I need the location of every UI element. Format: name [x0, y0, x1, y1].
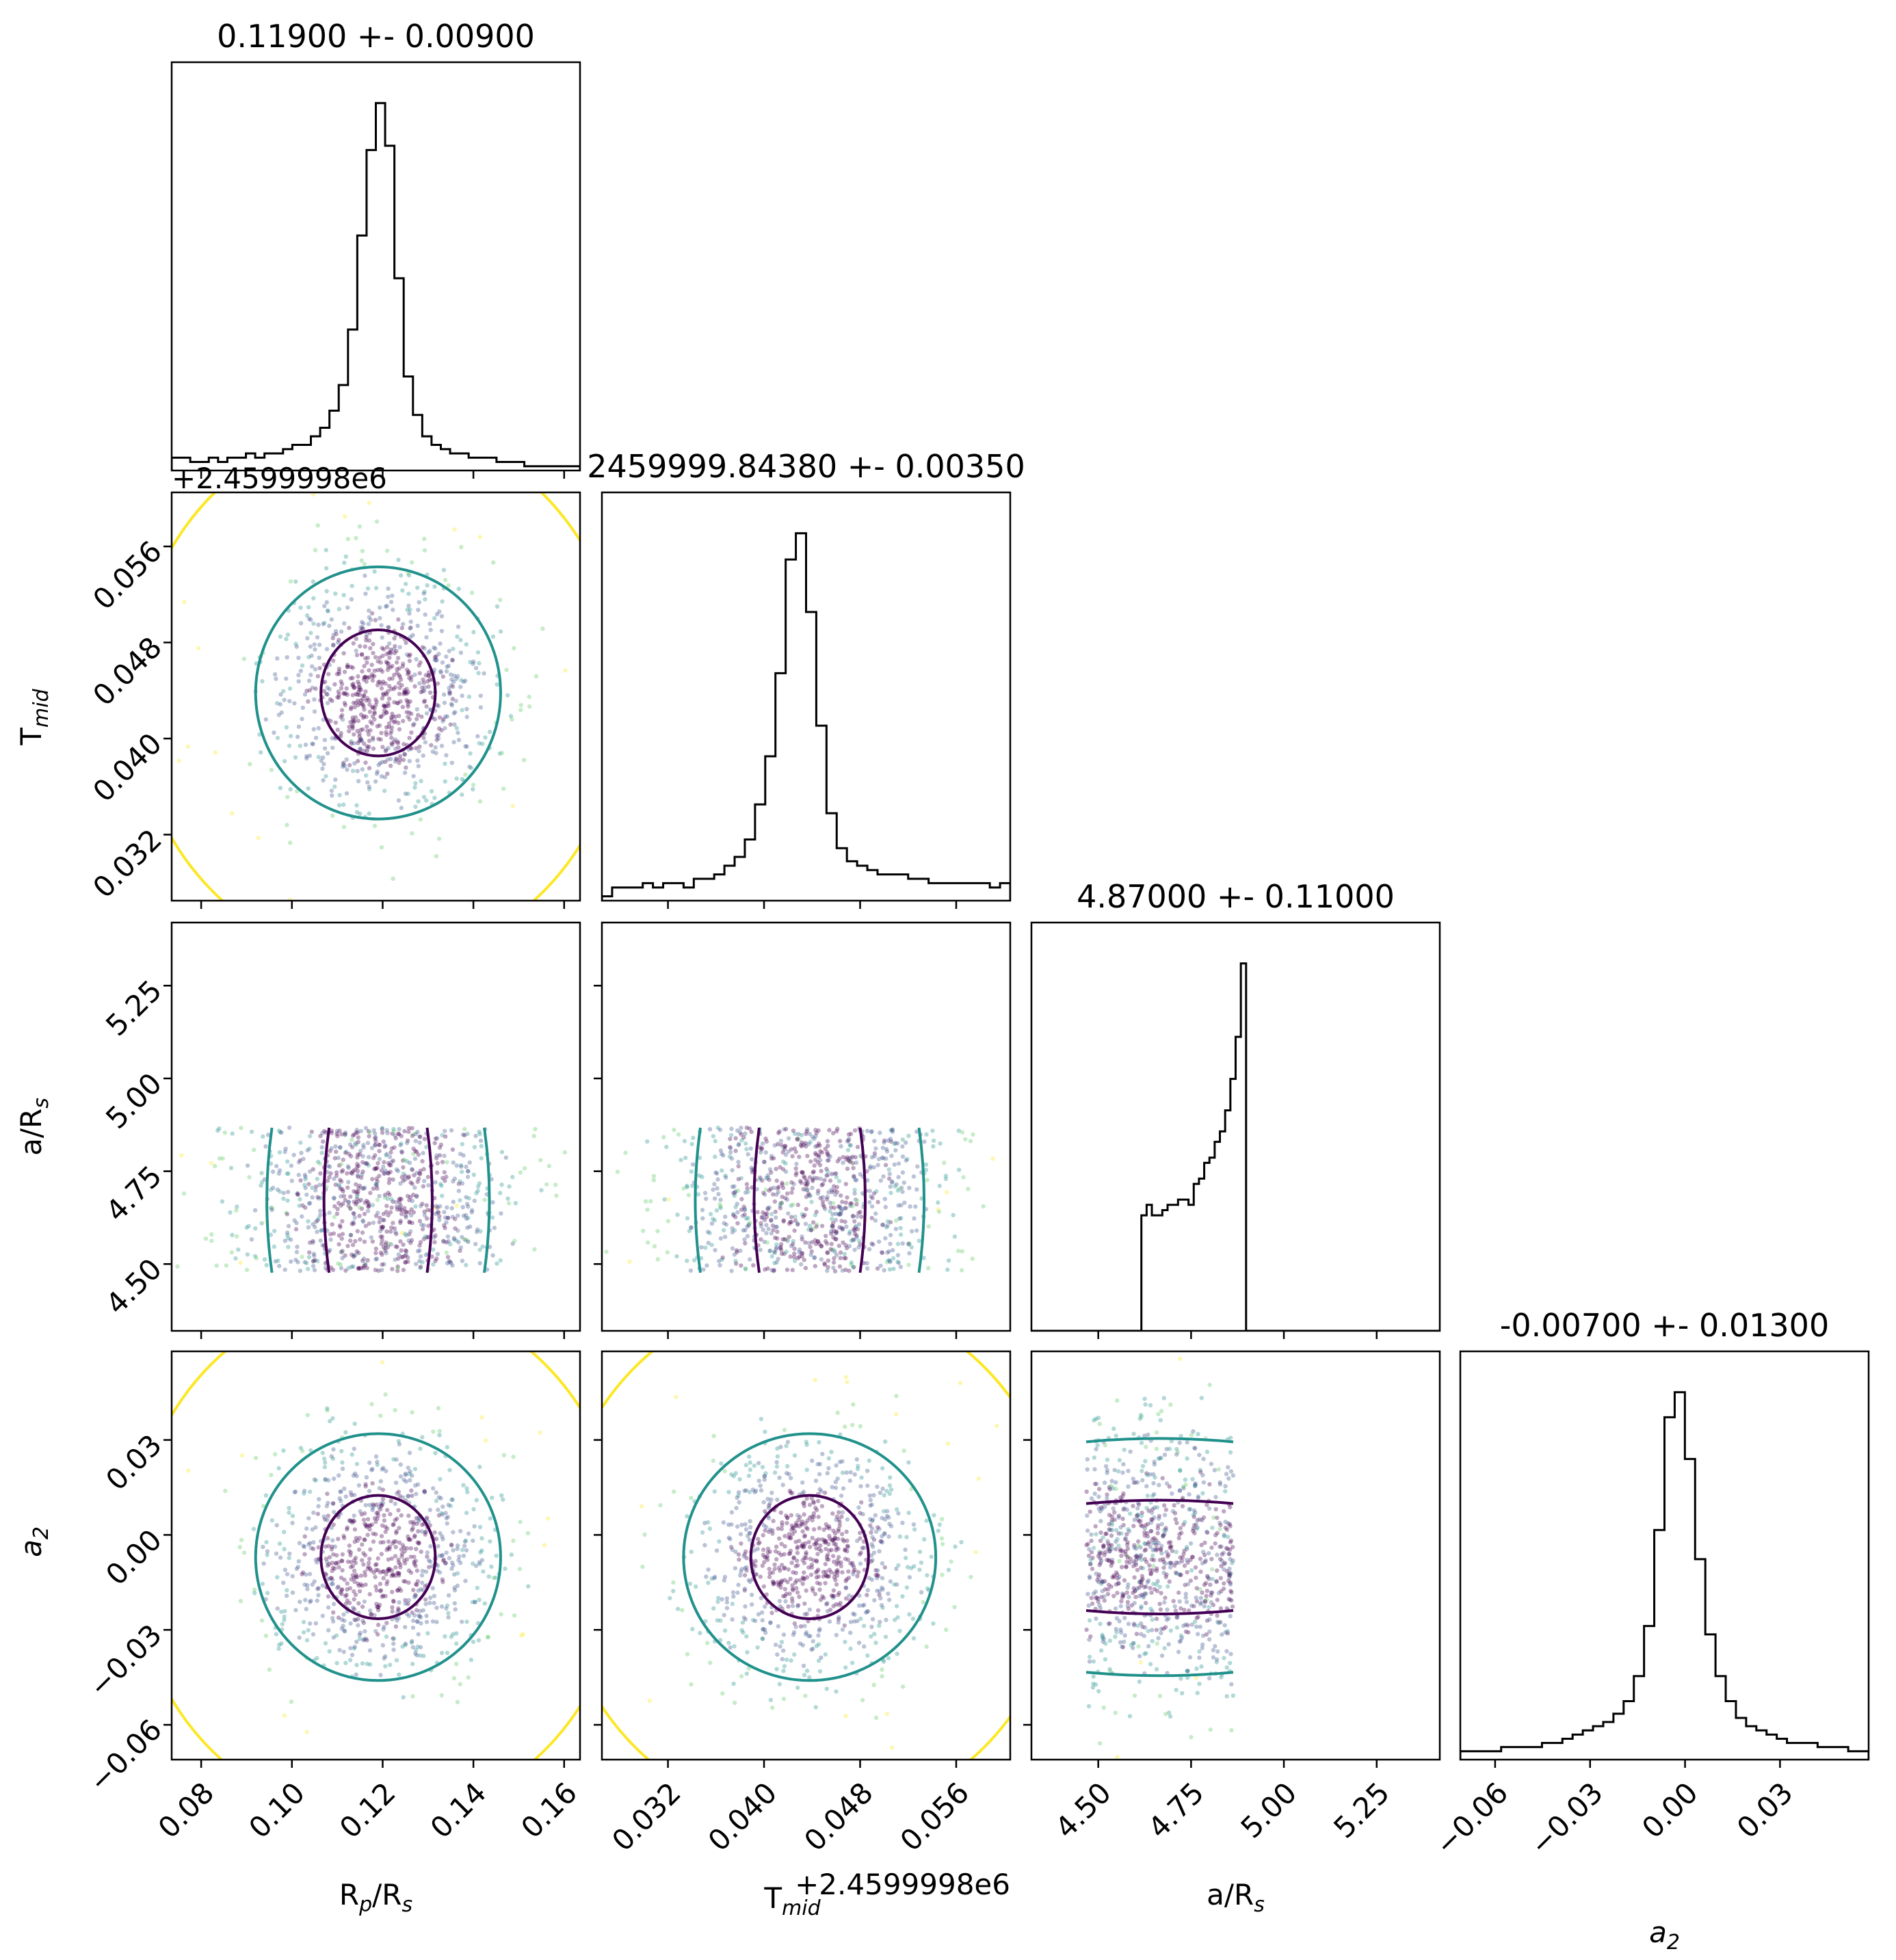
histogram-a2 [1460, 1391, 1869, 1760]
x-tick-label: 0.040 [702, 1776, 784, 1858]
histogram-rp [172, 102, 580, 471]
histogram-tmid [602, 532, 1010, 901]
histogram-ars [1031, 962, 1440, 1331]
panel-frame [170, 1350, 581, 1761]
y-axis-label-tmid: Tmid [14, 688, 53, 745]
contour-1sigma-right [425, 1127, 434, 1273]
y-tick-label: 5.00 [99, 1066, 168, 1135]
contour-1sigma-left [752, 1127, 761, 1273]
panel-frame [170, 61, 581, 472]
panel-frame [1459, 1350, 1870, 1761]
panel-ars-tmid [586, 921, 1012, 1339]
x-tick-label: 0.10 [242, 1776, 311, 1845]
title-ars: 4.87000 +- 0.11000 [1077, 878, 1395, 915]
x-axis-label-rp: Rp/Rs [339, 1878, 412, 1917]
y-tick-label: 0.03 [99, 1428, 168, 1497]
scatter-points [1084, 1356, 1236, 1760]
contour-1sigma [749, 1494, 870, 1621]
panel-rp-rp: 0.11900 +- 0.00900 [170, 18, 581, 479]
y-axis-label-a2: a2 [14, 1526, 53, 1557]
panel-ars-rp: 4.50 4.75 5.00 5.25 [99, 921, 596, 1339]
scatter-points [175, 1125, 567, 1273]
title-a2: -0.00700 +- 0.01300 [1500, 1307, 1829, 1344]
contour-3sigma-left [161, 1128, 166, 1273]
y-tick-label: −0.06 [82, 1712, 168, 1799]
panel-ars-ars: 4.87000 +- 0.11000 [1030, 878, 1441, 1339]
contour-1sigma-left [322, 1127, 331, 1273]
title-rp: 0.11900 +- 0.00900 [217, 18, 535, 55]
contour-2sigma-left [694, 1127, 702, 1273]
contour-1sigma-bottom [1085, 1609, 1234, 1616]
contour-3sigma-bottom [1086, 1784, 1233, 1787]
x-tick-label: 0.00 [1635, 1776, 1704, 1845]
scatter-points [604, 1125, 995, 1274]
contour-3sigma-right [590, 1128, 596, 1273]
contour-1sigma [319, 1494, 437, 1621]
contour-2sigma-left [265, 1127, 274, 1273]
contour-1sigma-right [858, 1127, 867, 1273]
contour-2sigma-right [917, 1127, 926, 1273]
x-tick-label: 0.032 [605, 1776, 687, 1858]
panel-tmid-rp: 0.032 0.040 0.048 0.056 [86, 491, 581, 909]
scatter-points [639, 1375, 999, 1750]
x-tick-label: 0.14 [424, 1776, 493, 1845]
y-tick-label: 0.00 [99, 1523, 168, 1592]
contour-2sigma [682, 1432, 938, 1682]
contour-1sigma [319, 628, 437, 758]
x-tick-label: 4.50 [1049, 1776, 1118, 1845]
y-tick-label: 0.056 [86, 534, 168, 616]
panel-frame [170, 491, 581, 902]
x-tick-label: 5.25 [1327, 1776, 1396, 1845]
x-tick-label: 0.12 [333, 1776, 402, 1845]
panel-frame [601, 921, 1012, 1332]
contour-2sigma [254, 1432, 502, 1682]
y-tick-label: 0.032 [86, 823, 168, 905]
panel-a2-ars: 4.50 4.75 5.00 5.25 [1023, 1350, 1441, 1845]
panel-frame [1030, 1350, 1441, 1761]
x-axis-label-a2: a2 [1649, 1916, 1680, 1955]
title-tmid: 2459999.84380 +- 0.00350 [587, 448, 1025, 485]
panel-tmid-tmid: 2459999.84380 +- 0.00350 [587, 448, 1025, 909]
x-tick-label: 0.03 [1730, 1776, 1800, 1845]
panel-frame [601, 491, 1012, 902]
x-tick-label: 0.048 [798, 1776, 880, 1858]
panel-a2-rp: 0.08 0.10 0.12 0.14 0.16 −0.06−0.03 0.00 0.03 [82, 1350, 583, 1845]
y-tick-label: 0.040 [86, 726, 168, 808]
contour-3sigma-left [586, 1128, 592, 1273]
x-tick-label: 5.00 [1235, 1776, 1304, 1845]
panel-a2-tmid: 0.032 0.040 0.048 0.056 [594, 1350, 1012, 1858]
x-axis-label-ars: a/Rs [1207, 1878, 1265, 1917]
x-offset-text-tmid: +2.4599998e6 [795, 1868, 1010, 1901]
panel-frame [170, 921, 581, 1332]
contour-2sigma-right [483, 1127, 491, 1273]
x-axis-label-tmid: Tmid [763, 1881, 821, 1920]
y-axis-label-ars: a/Rs [14, 1098, 53, 1156]
contour-2sigma [254, 565, 502, 821]
y-tick-label: 0.048 [86, 631, 168, 713]
panel-frame [601, 1350, 1012, 1761]
x-tick-label: 0.056 [894, 1776, 976, 1858]
y-offset-text-tmid: +2.4599998e6 [172, 462, 387, 495]
y-tick-label: 4.75 [99, 1159, 168, 1228]
panel-a2-a2: -0.00700 +- 0.01300 −0.06 −0.03 0.00 0.03 [1429, 1307, 1870, 1862]
contour-2sigma-bottom [1085, 1671, 1234, 1678]
y-tick-label: −0.03 [82, 1618, 168, 1704]
x-tick-label: −0.03 [1523, 1776, 1609, 1862]
x-tick-label: 4.75 [1142, 1776, 1211, 1845]
contour-3sigma [172, 492, 580, 901]
contour-2sigma-top [1085, 1437, 1234, 1444]
scatter-points [176, 492, 568, 901]
scatter-points [186, 1360, 551, 1734]
x-tick-label: 0.16 [514, 1776, 583, 1845]
x-tick-label: −0.06 [1429, 1776, 1515, 1862]
panel-frame [1030, 921, 1441, 1332]
y-tick-label: 4.50 [99, 1252, 168, 1321]
y-tick-label: 5.25 [99, 974, 168, 1043]
contour-1sigma-top [1085, 1498, 1234, 1505]
x-tick-label: 0.08 [152, 1776, 221, 1845]
